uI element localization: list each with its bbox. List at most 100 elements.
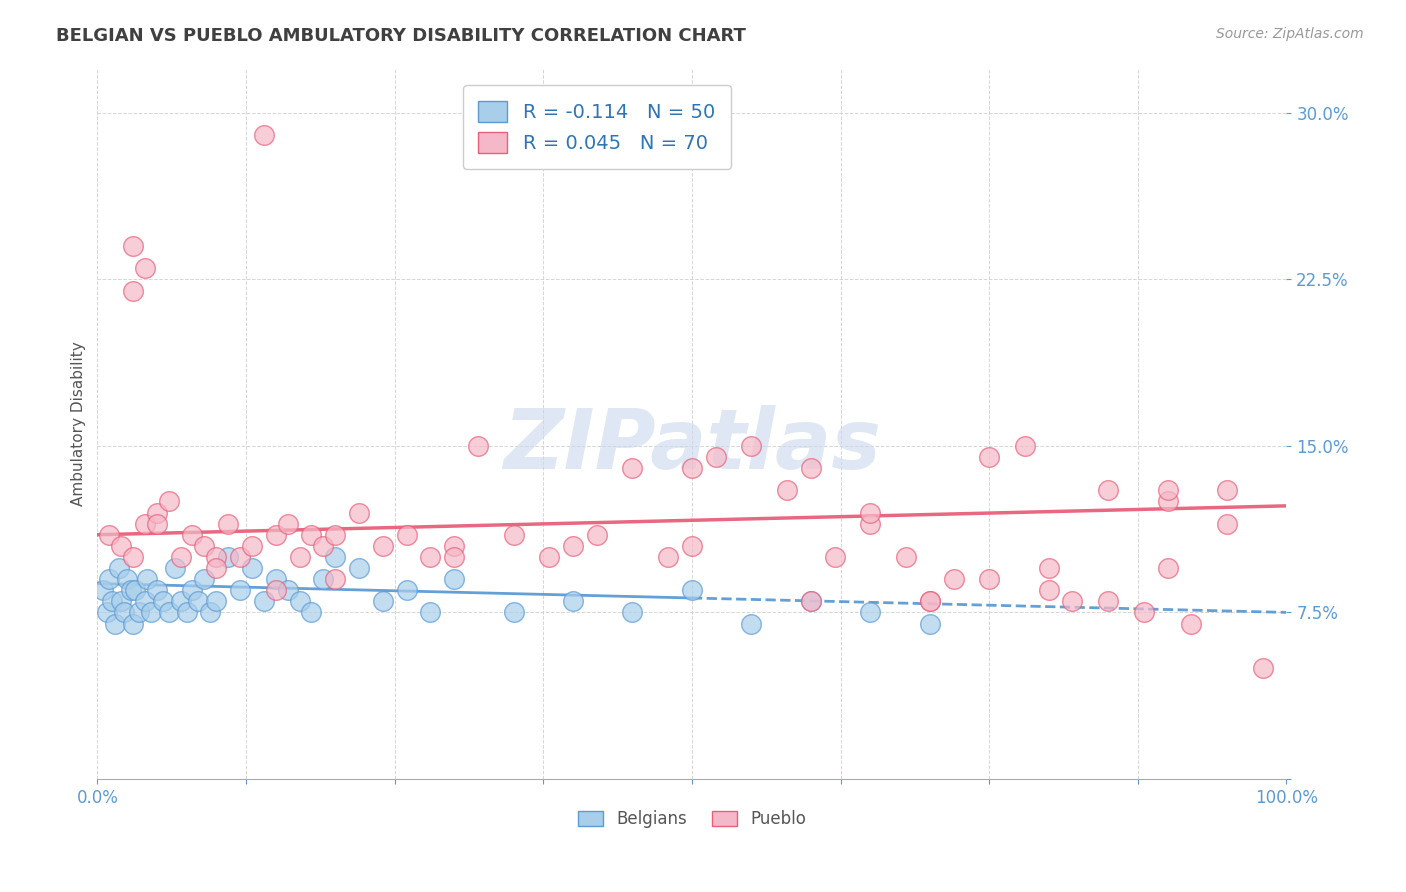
- Point: [110, 594, 132, 608]
- Point: [264, 572, 287, 586]
- Point: [323, 572, 346, 586]
- Point: [538, 549, 561, 564]
- Point: [312, 572, 335, 586]
- Point: [1038, 561, 1060, 575]
- Point: [104, 616, 127, 631]
- Point: [299, 527, 322, 541]
- Point: [187, 594, 209, 608]
- Point: [122, 549, 145, 564]
- Point: [347, 561, 370, 575]
- Point: [115, 572, 138, 586]
- Point: [139, 606, 162, 620]
- Point: [1097, 483, 1119, 498]
- Point: [205, 561, 228, 575]
- Y-axis label: Ambulatory Disability: Ambulatory Disability: [72, 342, 86, 506]
- Point: [681, 539, 703, 553]
- Point: [205, 594, 228, 608]
- Point: [169, 594, 191, 608]
- Point: [157, 606, 180, 620]
- Legend: Belgians, Pueblo: Belgians, Pueblo: [571, 803, 813, 835]
- Point: [657, 549, 679, 564]
- Point: [443, 539, 465, 553]
- Point: [323, 527, 346, 541]
- Point: [253, 128, 276, 142]
- Point: [1062, 594, 1084, 608]
- Point: [264, 527, 287, 541]
- Point: [136, 572, 159, 586]
- Point: [122, 616, 145, 631]
- Point: [193, 572, 215, 586]
- Point: [395, 583, 418, 598]
- Point: [942, 572, 965, 586]
- Point: [1156, 561, 1178, 575]
- Point: [347, 506, 370, 520]
- Point: [979, 450, 1001, 464]
- Point: [1156, 494, 1178, 508]
- Point: [163, 561, 186, 575]
- Point: [419, 606, 441, 620]
- Point: [371, 539, 394, 553]
- Point: [419, 549, 441, 564]
- Point: [288, 594, 311, 608]
- Point: [1132, 606, 1154, 620]
- Point: [217, 549, 239, 564]
- Point: [176, 606, 198, 620]
- Point: [1156, 483, 1178, 498]
- Point: [502, 527, 524, 541]
- Text: BELGIAN VS PUEBLO AMBULATORY DISABILITY CORRELATION CHART: BELGIAN VS PUEBLO AMBULATORY DISABILITY …: [56, 27, 747, 45]
- Point: [157, 494, 180, 508]
- Point: [585, 527, 607, 541]
- Point: [146, 506, 169, 520]
- Point: [229, 583, 252, 598]
- Point: [312, 539, 335, 553]
- Point: [200, 606, 222, 620]
- Point: [800, 594, 823, 608]
- Point: [110, 539, 132, 553]
- Point: [205, 549, 228, 564]
- Point: [152, 594, 174, 608]
- Point: [134, 594, 156, 608]
- Point: [502, 606, 524, 620]
- Point: [979, 572, 1001, 586]
- Point: [824, 549, 846, 564]
- Point: [704, 450, 727, 464]
- Point: [193, 539, 215, 553]
- Point: [859, 506, 882, 520]
- Point: [229, 549, 252, 564]
- Point: [1038, 583, 1060, 598]
- Point: [107, 561, 129, 575]
- Text: ZIPatlas: ZIPatlas: [503, 405, 880, 485]
- Point: [98, 572, 121, 586]
- Point: [621, 461, 644, 475]
- Point: [128, 606, 150, 620]
- Point: [776, 483, 799, 498]
- Point: [169, 549, 191, 564]
- Point: [240, 539, 263, 553]
- Point: [859, 606, 882, 620]
- Point: [894, 549, 917, 564]
- Point: [681, 583, 703, 598]
- Point: [800, 594, 823, 608]
- Point: [120, 583, 142, 598]
- Point: [264, 583, 287, 598]
- Point: [443, 572, 465, 586]
- Point: [859, 516, 882, 531]
- Point: [1014, 439, 1036, 453]
- Point: [621, 606, 644, 620]
- Point: [740, 616, 762, 631]
- Point: [1216, 516, 1239, 531]
- Point: [395, 527, 418, 541]
- Point: [918, 594, 941, 608]
- Point: [562, 539, 585, 553]
- Point: [323, 549, 346, 564]
- Point: [91, 583, 114, 598]
- Point: [443, 549, 465, 564]
- Point: [134, 516, 156, 531]
- Point: [800, 461, 823, 475]
- Text: Source: ZipAtlas.com: Source: ZipAtlas.com: [1216, 27, 1364, 41]
- Point: [277, 583, 299, 598]
- Point: [1180, 616, 1202, 631]
- Point: [134, 261, 156, 276]
- Point: [1216, 483, 1239, 498]
- Point: [146, 583, 169, 598]
